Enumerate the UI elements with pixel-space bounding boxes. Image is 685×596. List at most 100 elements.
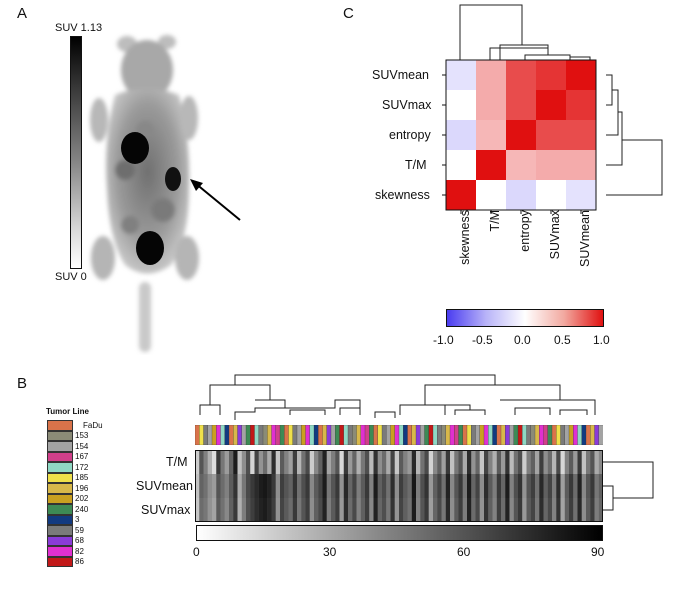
metric-cell-0-76 bbox=[518, 450, 523, 474]
metric-cell-2-2 bbox=[203, 498, 208, 522]
legend-label: 202 bbox=[75, 494, 89, 504]
legend-item-8: 240 bbox=[47, 504, 88, 515]
sample-color-cell bbox=[488, 425, 493, 445]
metric-cell-1-51 bbox=[411, 474, 417, 498]
legend-label: 185 bbox=[75, 473, 89, 483]
sample-color-cell bbox=[394, 425, 400, 445]
metric-cell-2-29 bbox=[318, 498, 323, 522]
metric-cell-2-54 bbox=[424, 498, 429, 522]
metric-cell-2-73 bbox=[505, 498, 510, 522]
sample-color-cell bbox=[203, 425, 209, 445]
corr-row-label-1: SUVmean bbox=[372, 68, 429, 82]
metric-cell-0-73 bbox=[505, 450, 510, 474]
metric-cell-1-8 bbox=[229, 474, 234, 498]
metric-cell-2-24 bbox=[297, 498, 302, 522]
corr-row-label-4: T/M bbox=[405, 158, 427, 172]
metric-cell-1-43 bbox=[377, 474, 383, 498]
corr-col-label-2: T/M bbox=[488, 210, 502, 232]
metric-cell-0-36 bbox=[348, 450, 353, 474]
corr-cell-1-1 bbox=[476, 90, 506, 120]
metric-cell-2-16 bbox=[263, 498, 268, 522]
metric-cell-0-12 bbox=[246, 450, 251, 474]
sample-color-cell bbox=[492, 425, 498, 445]
metric-cell-2-55 bbox=[428, 498, 434, 522]
tumor-line-color-strip bbox=[195, 425, 603, 445]
metric-cell-0-15 bbox=[258, 450, 264, 474]
legend-label: 172 bbox=[75, 462, 89, 472]
metric-cell-2-71 bbox=[496, 498, 502, 522]
sample-color-cell bbox=[356, 425, 362, 445]
legend-swatch bbox=[47, 441, 73, 452]
metric-cell-0-84 bbox=[552, 450, 557, 474]
legend-swatch bbox=[47, 451, 73, 462]
metric-cell-2-48 bbox=[399, 498, 404, 522]
metric-row-label-3: SUVmax bbox=[141, 503, 191, 517]
metric-cell-0-4 bbox=[212, 450, 217, 474]
sample-color-cell bbox=[513, 425, 519, 445]
metric-cell-2-25 bbox=[301, 498, 306, 522]
metric-cell-1-11 bbox=[241, 474, 247, 498]
metric-cell-2-13 bbox=[250, 498, 255, 522]
metric-cell-0-74 bbox=[509, 450, 514, 474]
panel-a-label: A bbox=[17, 5, 28, 22]
corr-cell-3-4 bbox=[566, 150, 596, 180]
metric-cell-2-28 bbox=[314, 498, 319, 522]
legend-label: 86 bbox=[75, 557, 84, 567]
metric-cell-0-90 bbox=[577, 450, 582, 474]
legend-swatch bbox=[47, 493, 73, 504]
sample-color-cell bbox=[585, 425, 591, 445]
sample-color-cell bbox=[224, 425, 230, 445]
legend-swatch bbox=[47, 483, 73, 494]
metric-cell-0-27 bbox=[309, 450, 315, 474]
panel-c-label: C bbox=[343, 5, 354, 22]
sample-color-cell bbox=[199, 425, 204, 445]
sample-color-cell bbox=[428, 425, 434, 445]
corr-cell-1-0 bbox=[446, 90, 476, 120]
sample-color-cell bbox=[195, 425, 200, 445]
metric-cell-1-4 bbox=[212, 474, 217, 498]
metric-cell-1-40 bbox=[365, 474, 370, 498]
metric-cell-0-63 bbox=[462, 450, 468, 474]
metric-cell-2-9 bbox=[233, 498, 238, 522]
sample-color-cell bbox=[543, 425, 549, 445]
metric-cell-2-51 bbox=[411, 498, 417, 522]
metric-cell-2-19 bbox=[275, 498, 281, 522]
metric-cell-0-55 bbox=[428, 450, 434, 474]
sample-color-cell bbox=[228, 425, 234, 445]
sample-color-cell bbox=[216, 425, 221, 445]
metric-cell-1-65 bbox=[471, 474, 476, 498]
metric-cell-2-45 bbox=[386, 498, 391, 522]
metric-cell-1-26 bbox=[305, 474, 310, 498]
metric-cell-1-47 bbox=[394, 474, 400, 498]
metric-cell-1-0 bbox=[195, 474, 200, 498]
corr-row-label-3: entropy bbox=[389, 128, 431, 142]
metric-cell-0-70 bbox=[492, 450, 497, 474]
metric-colorbar bbox=[196, 525, 603, 541]
metric-cell-2-41 bbox=[369, 498, 374, 522]
metric-cell-2-11 bbox=[241, 498, 247, 522]
metric-cell-2-63 bbox=[462, 498, 468, 522]
sample-color-cell bbox=[237, 425, 243, 445]
metric-cell-0-53 bbox=[420, 450, 425, 474]
sample-color-cell bbox=[233, 425, 238, 445]
metric-cell-0-79 bbox=[530, 450, 536, 474]
metric-cell-2-92 bbox=[586, 498, 591, 522]
correlation-row-dendrogram bbox=[606, 74, 663, 196]
metric-cell-1-5 bbox=[216, 474, 221, 498]
legend-item-4: 172 bbox=[47, 462, 89, 473]
metric-cell-0-46 bbox=[390, 450, 395, 474]
metric-cell-1-85 bbox=[556, 474, 561, 498]
corr-cell-1-2 bbox=[506, 90, 536, 120]
legend-label: 154 bbox=[75, 441, 89, 451]
metric-cell-1-22 bbox=[288, 474, 293, 498]
metric-cell-0-13 bbox=[250, 450, 255, 474]
sample-color-cell bbox=[254, 425, 260, 445]
metric-cell-1-9 bbox=[233, 474, 238, 498]
sample-dendrogram bbox=[199, 374, 596, 420]
metric-cell-2-64 bbox=[467, 498, 472, 522]
corr-cell-3-0 bbox=[446, 150, 476, 180]
metric-cell-1-27 bbox=[309, 474, 315, 498]
legend-swatch bbox=[47, 535, 73, 546]
metric-cell-0-61 bbox=[454, 450, 459, 474]
sample-color-cell bbox=[262, 425, 268, 445]
